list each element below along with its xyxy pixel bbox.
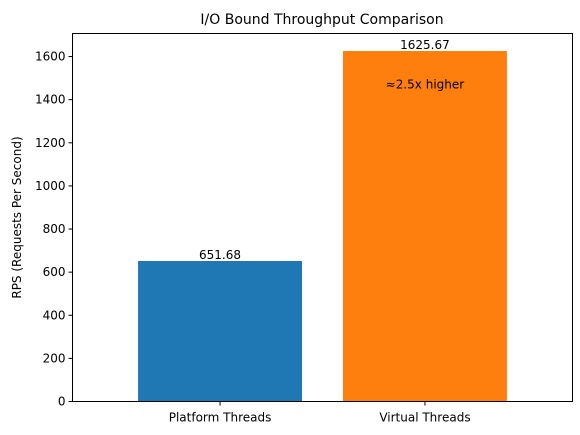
bar-series xyxy=(138,51,507,402)
y-tick-label: 0 xyxy=(58,395,66,409)
bar-value-label: 1625.67 xyxy=(400,38,450,52)
plot-area-frame xyxy=(72,33,573,402)
x-tick-label: Virtual Threads xyxy=(379,411,470,425)
y-tick-label: 800 xyxy=(43,222,66,236)
ratio-annotation: ≈2.5x higher xyxy=(386,78,465,92)
y-tick-label: 1400 xyxy=(35,93,66,107)
y-axis-label: RPS (Requests Per Second) xyxy=(10,136,24,298)
bar-platform-threads xyxy=(138,261,303,402)
x-axis-ticks: Platform Threads Virtual Threads xyxy=(169,401,471,425)
chart-title: I/O Bound Throughput Comparison xyxy=(200,12,443,28)
y-tick-label: 600 xyxy=(43,265,66,279)
y-axis-ticks: 0 200 400 600 800 1000 1200 1400 1600 xyxy=(35,50,73,409)
y-tick-label: 200 xyxy=(43,351,66,365)
bar-value-labels: 651.68 1625.67 xyxy=(199,38,450,262)
bar-virtual-threads xyxy=(342,51,507,402)
y-tick-label: 1200 xyxy=(35,136,66,150)
y-tick-label: 1600 xyxy=(35,50,66,64)
y-tick-label: 400 xyxy=(43,308,66,322)
bar-value-label: 651.68 xyxy=(199,248,241,262)
x-tick-label: Platform Threads xyxy=(169,411,272,425)
y-tick-label: 1000 xyxy=(35,179,66,193)
